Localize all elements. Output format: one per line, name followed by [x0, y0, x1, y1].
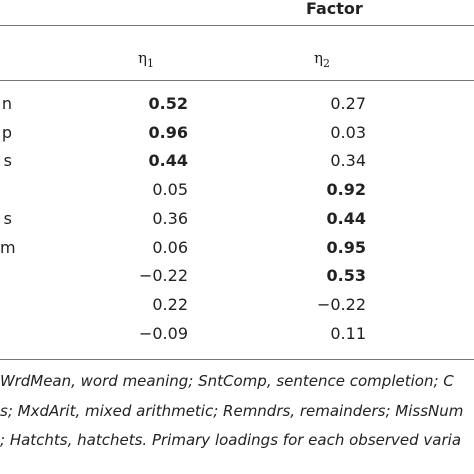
row-label: s [3, 209, 12, 228]
cell-eta2: −0.22 [316, 295, 366, 314]
row-label: p [1, 123, 12, 142]
cell-eta2: 0.11 [330, 324, 366, 343]
cell-eta1: 0.52 [148, 94, 188, 113]
footnote-line-3: ; Hatchts, hatchets. Primary loadings fo… [0, 431, 462, 449]
cell-eta1: −0.09 [138, 324, 188, 343]
cell-eta2: 0.27 [330, 94, 366, 113]
row-label: s [3, 151, 12, 170]
table-bottom-rule [0, 359, 474, 360]
cell-eta1: 0.22 [152, 295, 188, 314]
cell-eta1: 0.96 [148, 123, 188, 142]
row-label: m [0, 238, 16, 257]
cell-eta1: 0.06 [152, 238, 188, 257]
cell-eta1: 0.05 [152, 180, 188, 199]
cell-eta2: 0.53 [326, 266, 366, 285]
cell-eta2: 0.44 [326, 209, 366, 228]
column-header-eta1: η1 [138, 49, 154, 70]
footnote-line-2: s; MxdArit, mixed arithmetic; Remndrs, r… [0, 402, 464, 420]
column-header-eta2: η2 [314, 49, 330, 70]
column-header-divider [0, 80, 474, 81]
header-divider [0, 25, 474, 26]
cell-eta1: 0.36 [152, 209, 188, 228]
row-label: n [1, 94, 12, 113]
factor-header: Factor [306, 0, 363, 18]
cell-eta2: 0.95 [326, 238, 366, 257]
cell-eta2: 0.34 [330, 151, 366, 170]
cell-eta1: 0.44 [148, 151, 188, 170]
cell-eta1: −0.22 [138, 266, 188, 285]
cell-eta2: 0.92 [326, 180, 366, 199]
cell-eta2: 0.03 [330, 123, 366, 142]
footnote-line-1: WrdMean, word meaning; SntComp, sentence… [0, 372, 454, 390]
